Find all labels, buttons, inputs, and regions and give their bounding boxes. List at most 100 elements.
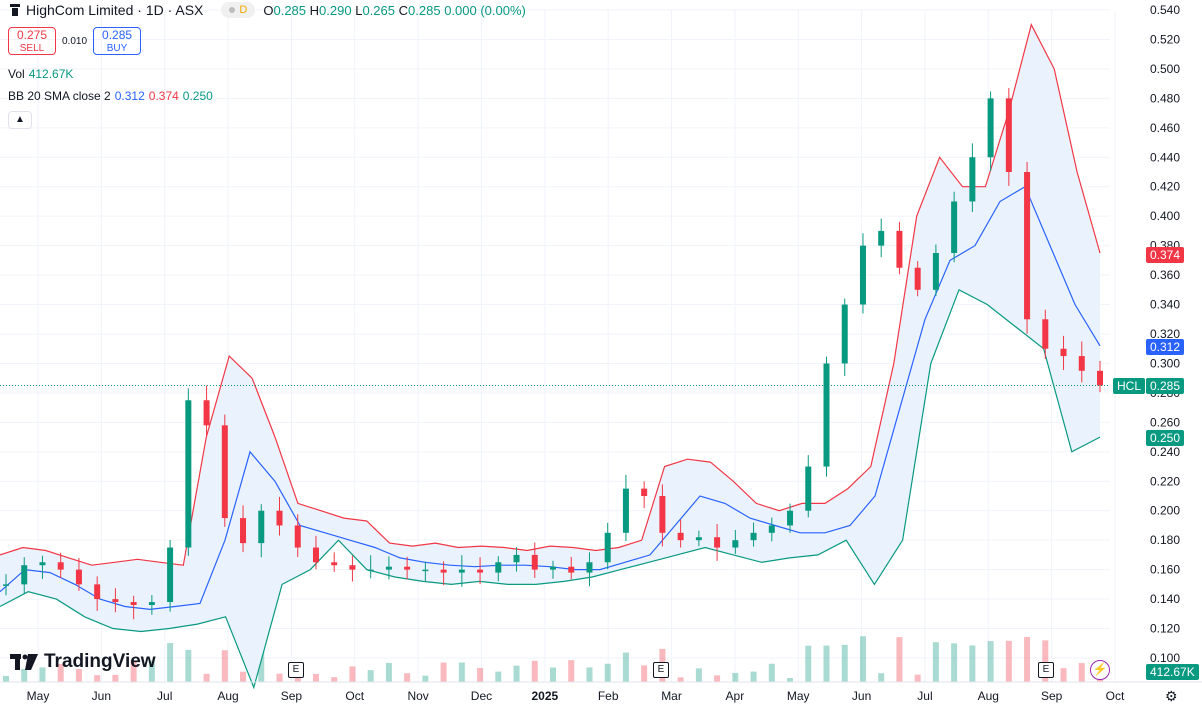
price-axis[interactable]: 0.100 0.120 0.140 0.160 0.180 0.200 0.220 0.240… xyxy=(1150,3,1180,665)
candle-body xyxy=(349,565,356,570)
volume-bar xyxy=(331,677,338,682)
x-tick-label: May xyxy=(787,689,810,703)
earnings-marker[interactable]: E xyxy=(288,662,304,678)
volume-bar xyxy=(677,677,684,682)
candle-body xyxy=(331,562,338,566)
candle-body xyxy=(458,569,465,573)
candle-body xyxy=(148,602,155,605)
volume-bar xyxy=(768,663,775,682)
candle-body xyxy=(768,525,775,533)
candle-body xyxy=(440,569,447,573)
x-tick-label: Aug xyxy=(217,689,238,703)
volume-bar xyxy=(732,672,739,682)
high-label: H xyxy=(309,2,320,18)
y-tick-label: 0.420 xyxy=(1150,180,1180,194)
y-tick-label: 0.120 xyxy=(1150,622,1180,636)
candle-body xyxy=(732,540,739,548)
volume-bar xyxy=(550,667,556,682)
status-dot-icon xyxy=(229,7,236,14)
x-tick-label: Dec xyxy=(471,689,492,703)
delayed-data-badge[interactable]: D xyxy=(221,2,256,18)
bollinger-lower-value: 0.250 xyxy=(182,89,213,103)
candle-body xyxy=(1024,172,1031,320)
chart-header: HighCom Limited · 1D · ASX D O0.285 H0.2… xyxy=(8,2,526,18)
candle-body xyxy=(57,562,64,570)
y-tick-label: 0.200 xyxy=(1150,504,1180,518)
collapse-legend-button[interactable]: ▲ xyxy=(8,111,32,129)
volume-bar xyxy=(805,645,812,682)
y-tick-label: 0.440 xyxy=(1150,150,1180,164)
volume-bar xyxy=(568,660,575,682)
gear-icon[interactable]: ⚙ xyxy=(1165,688,1178,704)
candle-body xyxy=(203,400,210,426)
candle-body xyxy=(1005,98,1012,172)
buy-price: 0.285 xyxy=(102,28,133,42)
symbol-title[interactable]: HighCom Limited · 1D · ASX xyxy=(26,2,204,18)
volume-bar xyxy=(57,663,64,682)
volume-bar xyxy=(896,637,903,682)
volume-bar xyxy=(349,666,356,682)
bollinger-middle-value: 0.312 xyxy=(114,89,145,103)
y-tick-label: 0.520 xyxy=(1150,32,1180,46)
candle-body xyxy=(823,363,830,467)
volume-legend[interactable]: Vol 412.67K xyxy=(8,67,73,81)
volume-bar xyxy=(513,665,520,682)
bollinger-middle-tag: 0.312 xyxy=(1146,339,1185,355)
candle-body xyxy=(404,566,411,570)
sell-button[interactable]: 0.275 SELL xyxy=(8,27,56,55)
volume-bar xyxy=(440,662,447,682)
volume-bar xyxy=(148,660,155,682)
bollinger-legend[interactable]: BB 20 SMA close 2 0.312 0.374 0.250 xyxy=(8,89,213,103)
volume-bar xyxy=(878,673,885,682)
ohlc-values: O0.285 H0.290 L0.265 C0.285 0.000 (0.00%… xyxy=(263,3,526,18)
earnings-marker[interactable]: E xyxy=(1038,662,1054,678)
candle-body xyxy=(932,253,939,290)
events-lightning-icon[interactable]: ⚡ xyxy=(1090,660,1110,680)
candle-body xyxy=(586,562,593,573)
volume-bar xyxy=(914,674,921,682)
buy-button[interactable]: 0.285 BUY xyxy=(93,27,142,55)
candle-body xyxy=(1097,370,1103,386)
spread-value: 0.010 xyxy=(62,35,88,47)
volume-bar xyxy=(1005,640,1012,682)
y-tick-label: 0.400 xyxy=(1150,209,1180,223)
volume-bar xyxy=(714,675,721,682)
candle-body xyxy=(951,201,958,253)
y-tick-label: 0.460 xyxy=(1150,121,1180,135)
earnings-marker[interactable]: E xyxy=(653,662,669,678)
candle-body xyxy=(1060,348,1067,357)
change-value: 0.000 (0.00%) xyxy=(444,2,526,18)
volume-bar xyxy=(75,669,82,682)
candle-body xyxy=(221,425,228,519)
tradingview-mark-icon xyxy=(10,654,38,670)
candle-body xyxy=(550,566,556,570)
candle-body xyxy=(185,400,192,548)
volume-bar xyxy=(21,668,28,682)
candle-body xyxy=(859,245,866,305)
volume-bar xyxy=(987,641,994,682)
y-tick-label: 0.480 xyxy=(1150,91,1180,105)
x-tick-label: Sep xyxy=(1041,689,1063,703)
delay-label: D xyxy=(239,4,248,16)
chevron-up-icon: ▲ xyxy=(15,114,25,125)
candle-body xyxy=(385,566,392,570)
x-tick-label: Jun xyxy=(92,689,111,703)
candle-body xyxy=(39,562,46,566)
y-tick-label: 0.140 xyxy=(1150,592,1180,606)
time-axis[interactable]: May Jun Jul Aug Sep Oct Nov Dec 2025 Feb Mar Apr May… xyxy=(0,681,1202,703)
last-price-tag: 0.285 xyxy=(1146,378,1185,394)
tradingview-wordmark: TradingView xyxy=(44,651,156,672)
tradingview-logo[interactable]: TradingView xyxy=(10,651,156,673)
bollinger-lower-line xyxy=(0,288,1101,690)
candle-body xyxy=(604,532,611,563)
candle-body xyxy=(167,547,174,603)
candle-body xyxy=(805,466,812,511)
volume-tag: 412.67K xyxy=(1146,664,1199,680)
volume-bar xyxy=(932,642,939,682)
y-tick-label: 0.260 xyxy=(1150,415,1180,429)
y-tick-label: 0.220 xyxy=(1150,474,1180,488)
candle-body xyxy=(695,537,702,541)
volume-bar xyxy=(477,668,484,682)
y-tick-label: 0.160 xyxy=(1150,563,1180,577)
